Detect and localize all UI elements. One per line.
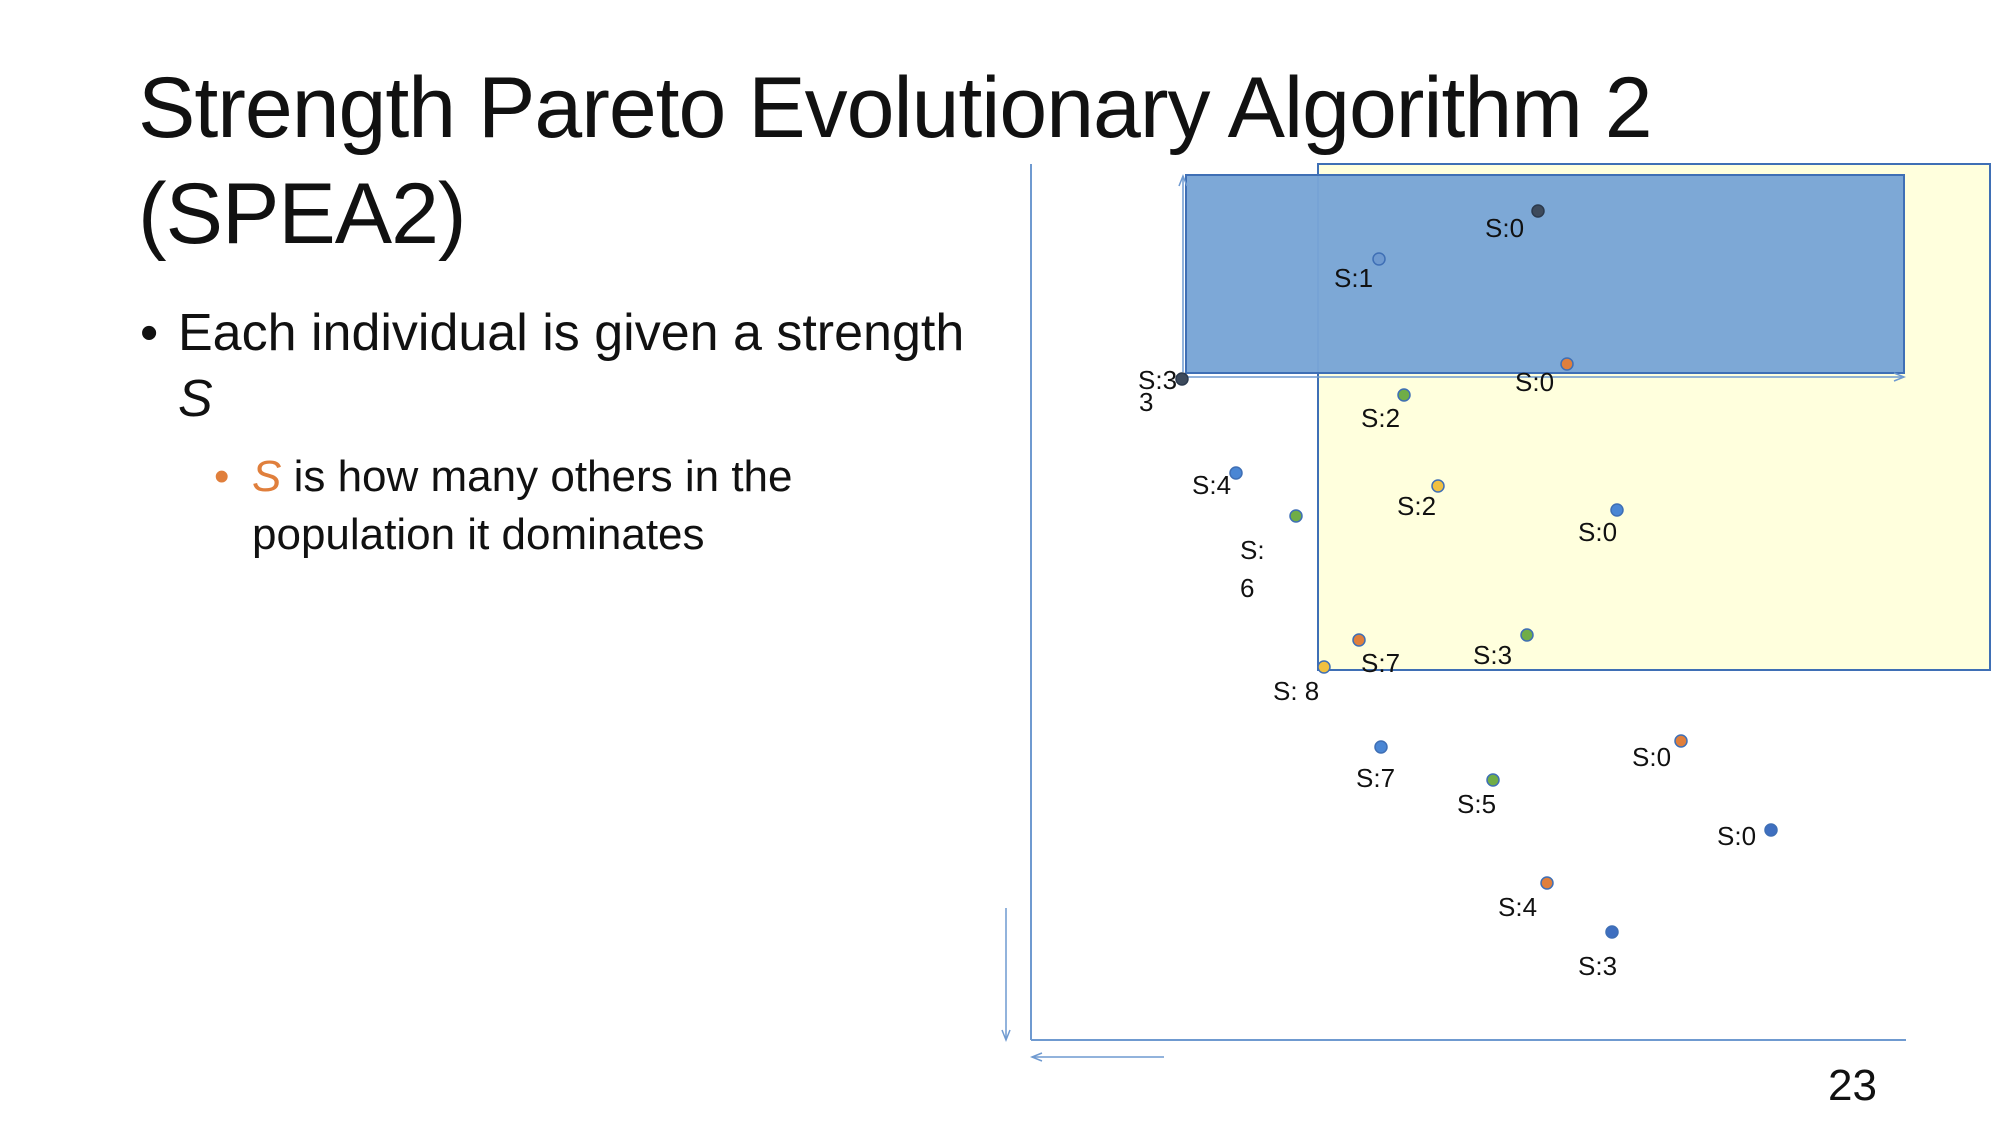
strength-label: S:0: [1632, 742, 1671, 772]
strength-label: S:4: [1498, 892, 1537, 922]
strength-label: S:3: [1578, 951, 1617, 981]
strength-label: S:7: [1361, 648, 1400, 678]
strength-label: S:0: [1485, 213, 1524, 243]
strength-label: S:0: [1515, 367, 1554, 397]
strength-label: 6: [1240, 573, 1254, 603]
strength-label: S:7: [1356, 763, 1395, 793]
point: [1486, 773, 1500, 787]
blue-region-horizontal-arrow-head: [1893, 372, 1907, 382]
strength-symbol-accent: S: [252, 452, 282, 501]
point: [1605, 925, 1619, 939]
bullet-level-1-label: Each individual is given a strength: [178, 304, 965, 362]
bullet-level-2-text: S is how many others in the population i…: [252, 448, 914, 564]
strength-label: S:: [1240, 535, 1265, 565]
strength-label: S:2: [1397, 491, 1436, 521]
strength-label: S:2: [1361, 403, 1400, 433]
strength-label: S:4: [1192, 470, 1231, 500]
point: [1531, 204, 1545, 218]
point: [1397, 388, 1411, 402]
bullet-level-1-text: Each individual is given a strength S: [178, 300, 1000, 432]
left-arrow-head: [1029, 1052, 1043, 1062]
strength-label: S:3: [1473, 640, 1512, 670]
strength-label: 3: [1139, 387, 1153, 417]
strength-label: S: 8: [1273, 676, 1319, 706]
point: [1352, 633, 1366, 647]
strength-label: S:0: [1578, 517, 1617, 547]
blue-region-vertical-arrow-head: [1178, 173, 1188, 187]
strength-label: S:0: [1717, 821, 1756, 851]
point: [1520, 628, 1534, 642]
point: [1674, 734, 1688, 748]
bullet-marker: •: [140, 304, 159, 362]
strength-symbol: S: [178, 370, 213, 428]
point: [1317, 660, 1331, 674]
strength-label: S:3: [1138, 365, 1177, 395]
dominated-region-blue: [1185, 174, 1905, 374]
bullet-level-1: • Each individual is given a strength S: [140, 300, 1000, 432]
point: [1610, 503, 1624, 517]
sub-bullet-marker: •: [214, 452, 230, 501]
point: [1229, 466, 1243, 480]
point: [1431, 479, 1445, 493]
slide-title-line-2: (SPEA2): [138, 166, 467, 262]
down-arrow-head: [1001, 1029, 1011, 1043]
point: [1289, 509, 1303, 523]
point: [1560, 357, 1574, 371]
point: [1372, 252, 1386, 266]
slide-title-line-1: Strength Pareto Evolutionary Algorithm 2: [138, 60, 1653, 156]
point: [1175, 372, 1189, 386]
point: [1764, 823, 1778, 837]
point: [1540, 876, 1554, 890]
strength-label: S:1: [1334, 263, 1373, 293]
bullet-level-2: • S is how many others in the population…: [214, 448, 914, 564]
point: [1374, 740, 1388, 754]
page-number: 23: [1828, 1061, 1877, 1110]
strength-label: S:5: [1457, 789, 1496, 819]
bullet-level-2-label: is how many others in the population it …: [252, 452, 793, 559]
